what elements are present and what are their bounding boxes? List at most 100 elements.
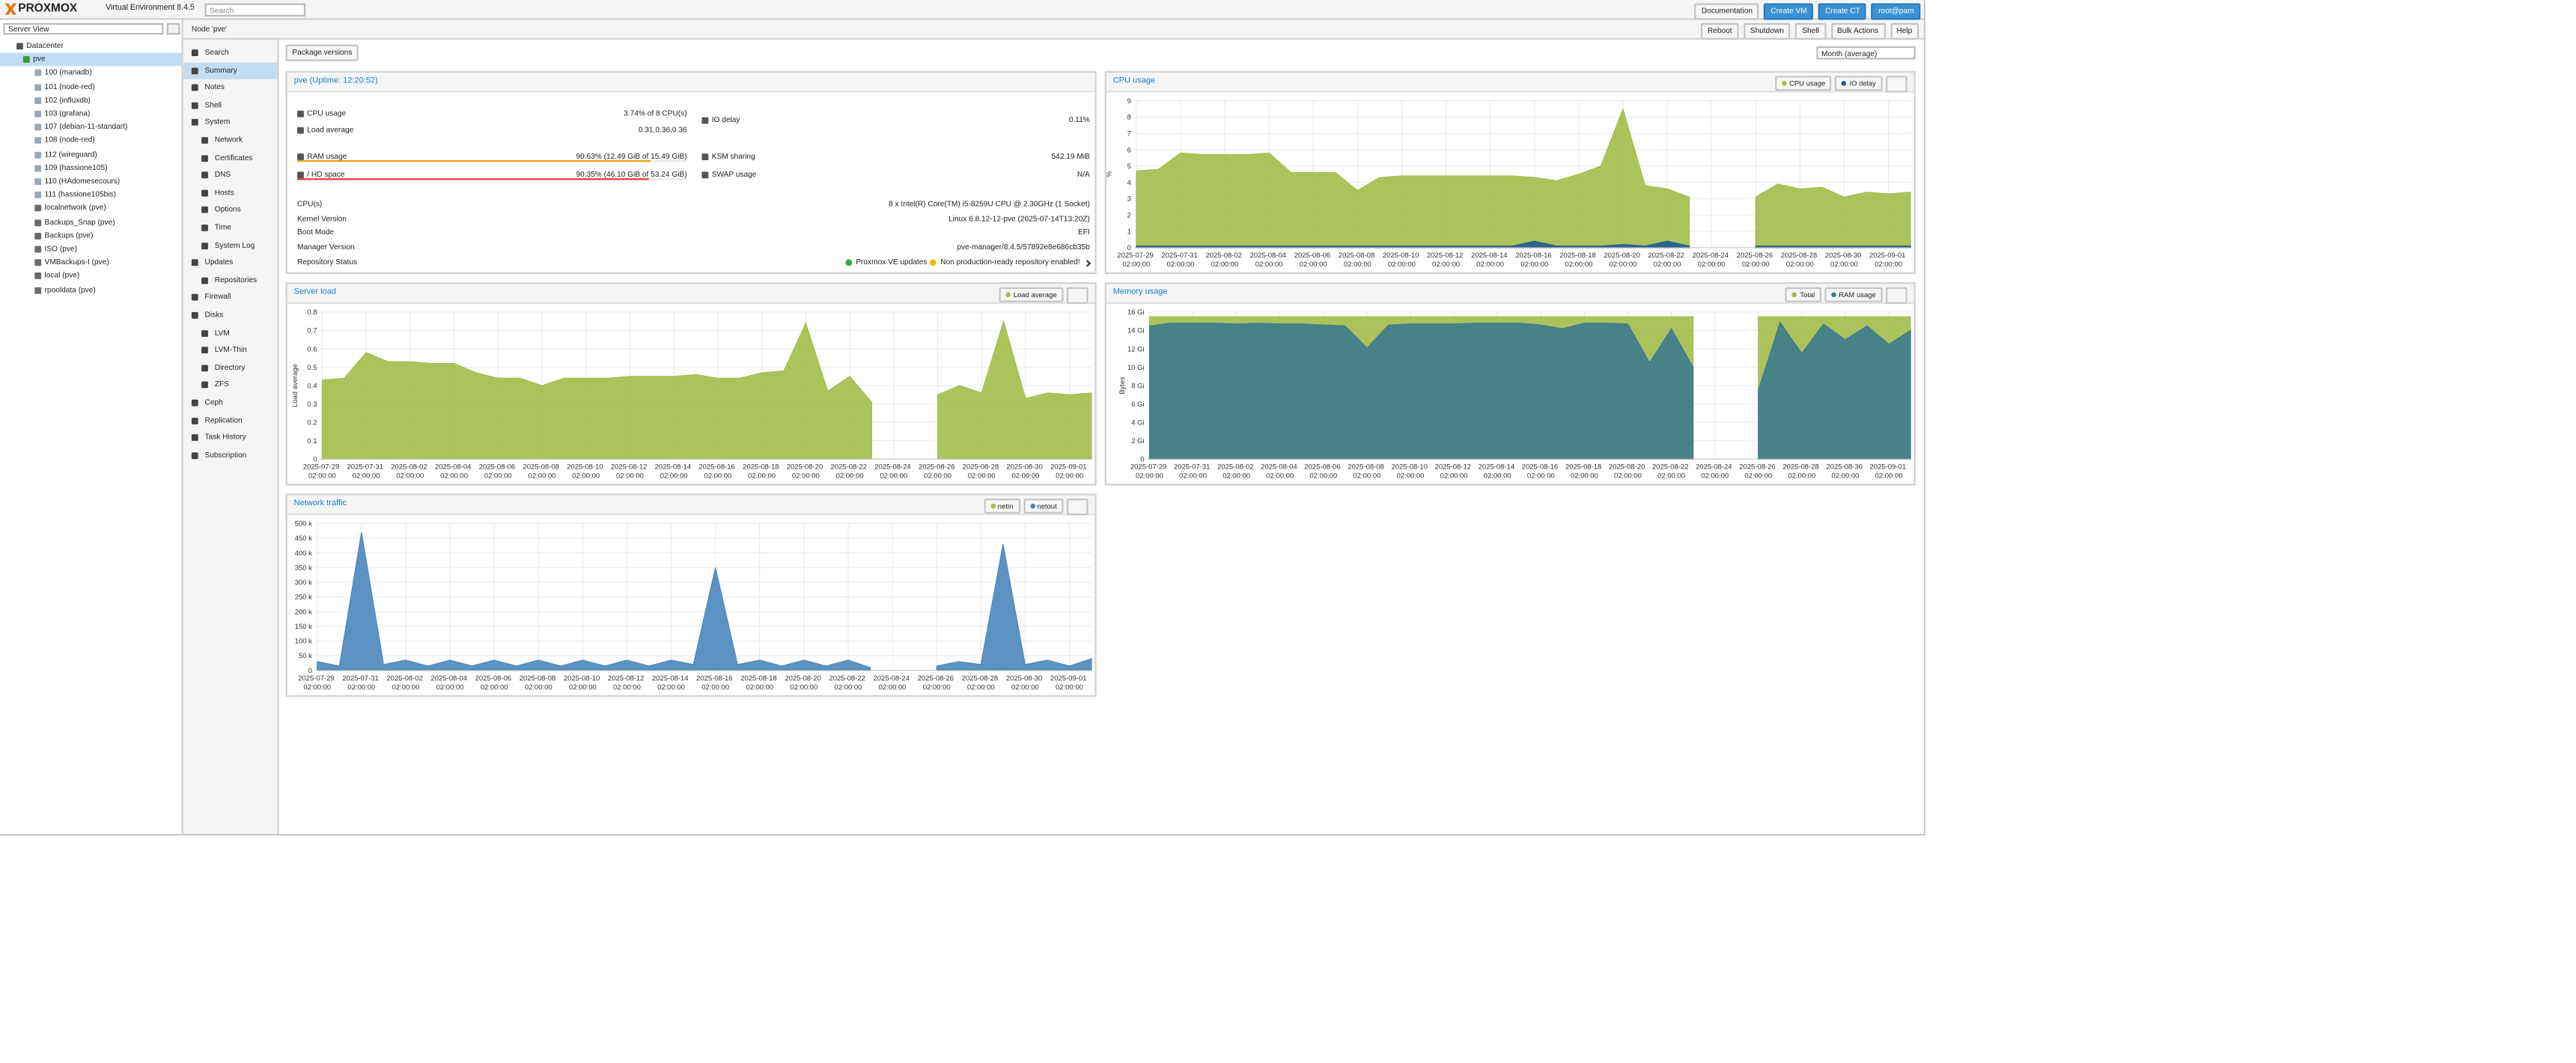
top-button[interactable]: Create CT	[1818, 3, 1867, 19]
legend-item[interactable]: netout	[1023, 499, 1064, 514]
tree-item[interactable]: 111 (hassione105bis)	[0, 189, 182, 202]
menu-item[interactable]: Summary	[183, 61, 278, 79]
menu-item[interactable]: Options	[183, 202, 278, 219]
x-tick-label: 2025-08-28 02:00:00	[1782, 463, 1821, 480]
reset-button[interactable]	[1886, 287, 1907, 303]
tree-item[interactable]: 107 (debian-11-standart)	[0, 121, 182, 134]
usage-track	[297, 178, 687, 181]
menu-item[interactable]: System	[183, 115, 278, 131]
menu-item[interactable]: Task History	[183, 430, 278, 446]
y-tick-label: 14 Gi	[1127, 327, 1145, 335]
tree-item[interactable]: 100 (mariadb)	[0, 67, 182, 80]
x-tick-date: 2025-08-26	[918, 674, 954, 683]
y-tick-label: 1	[1127, 228, 1131, 236]
icon	[34, 259, 42, 266]
menu-item[interactable]: Updates	[183, 255, 278, 271]
x-tick-label: 2025-09-01 02:00:00	[1869, 252, 1907, 269]
x-tick-date: 2025-08-16	[698, 463, 734, 471]
menu-item[interactable]: System Log	[183, 237, 278, 254]
y-tick-label: 150 k	[295, 623, 312, 631]
x-tick-date: 2025-08-06	[475, 674, 511, 683]
menu-item[interactable]: Hosts	[183, 185, 278, 201]
legend-item[interactable]: IO delay	[1835, 76, 1883, 91]
tree-item[interactable]: rpooldata (pve)	[0, 284, 182, 297]
menu-item[interactable]: ZFS	[183, 377, 278, 394]
x-tick-time: 02:00:00	[923, 683, 951, 692]
legend-item[interactable]: RAM usage	[1824, 287, 1883, 302]
top-button[interactable]: Create VM	[1764, 3, 1814, 19]
menu-item[interactable]: Time	[183, 219, 278, 236]
status-label: / HD space	[307, 170, 345, 179]
tree-item[interactable]: 101 (node-red)	[0, 80, 182, 94]
node-button[interactable]: Bulk Actions	[1830, 22, 1886, 39]
node-button[interactable]: Shutdown	[1744, 22, 1791, 39]
menu-item[interactable]: Subscription	[183, 447, 278, 463]
legend-item[interactable]: Total	[1785, 287, 1822, 302]
package-versions-button[interactable]: Package versions	[285, 44, 359, 61]
search-box[interactable]: Search	[204, 3, 306, 17]
node-toolbar: Node 'pve' Reboot Shutdown Shell Bulk Action…	[183, 19, 1924, 40]
x-tick-date: 2025-08-14	[1471, 252, 1507, 260]
x-tick-time: 02:00:00	[1167, 261, 1195, 269]
x-tick-date: 2025-08-24	[874, 463, 910, 471]
tree-item[interactable]: 102 (influxdb)	[0, 94, 182, 107]
x-tick-date: 2025-07-31	[1174, 463, 1210, 471]
menu-item[interactable]: Replication	[183, 412, 278, 429]
menu-item[interactable]: DNS	[183, 167, 278, 183]
menu-item[interactable]: LVM-Thin	[183, 342, 278, 359]
menu-item[interactable]: Certificates	[183, 150, 278, 166]
node-title: Node 'pve'	[191, 25, 228, 34]
tree-node[interactable]: pve	[0, 52, 182, 67]
x-tick-label: 2025-08-16 02:00:00	[696, 674, 734, 692]
menu-item[interactable]: Notes	[183, 79, 278, 96]
x-tick-date: 2025-08-04	[1250, 252, 1286, 260]
node-button[interactable]: Reboot	[1701, 22, 1739, 39]
x-tick-time: 02:00:00	[1353, 472, 1380, 481]
legend-item[interactable]: netin	[984, 499, 1020, 514]
legend-item[interactable]: CPU usage	[1775, 76, 1833, 91]
tree-item[interactable]: 108 (node-red)	[0, 135, 182, 148]
node-button[interactable]: Shell	[1795, 22, 1826, 39]
tree-item[interactable]: ISO (pve)	[0, 243, 182, 256]
tree-item[interactable]: Backups_Snap (pve)	[0, 216, 182, 229]
tree-item[interactable]: 109 (hassione105)	[0, 162, 182, 175]
icon	[34, 83, 42, 91]
x-tick-date: 2025-08-16	[1522, 463, 1558, 471]
y-tick-label: 0.1	[307, 437, 317, 445]
x-tick-time: 02:00:00	[1388, 261, 1416, 269]
x-tick-time: 02:00:00	[1657, 472, 1685, 481]
x-tick-date: 2025-08-28	[1782, 463, 1818, 471]
settings-button[interactable]	[166, 22, 180, 35]
top-button[interactable]: Documentation	[1695, 3, 1759, 19]
legend-item[interactable]: Load average	[999, 287, 1064, 302]
menu-item[interactable]: Shell	[183, 97, 278, 114]
tree-label: 103 (grafana)	[44, 109, 91, 118]
menu-item[interactable]: Directory	[183, 359, 278, 376]
tree-item[interactable]: localnetwork (pve)	[0, 202, 182, 216]
tree-item[interactable]: local (pve)	[0, 269, 182, 283]
reset-button[interactable]	[1066, 499, 1088, 515]
menu-item[interactable]: LVM	[183, 325, 278, 341]
tree-item[interactable]: 112 (wireguard)	[0, 148, 182, 162]
info-label: Boot Mode	[297, 228, 335, 237]
menu-item[interactable]: Disks	[183, 307, 278, 323]
view-select[interactable]: Server View	[3, 22, 164, 35]
tree-label: Datacenter	[26, 41, 64, 50]
timeframe-select[interactable]: Month (average)	[1816, 46, 1916, 60]
menu-item[interactable]: Ceph	[183, 395, 278, 411]
menu-item[interactable]: Firewall	[183, 290, 278, 306]
tree-item[interactable]: VMBackups-I (pve)	[0, 256, 182, 269]
icon	[201, 189, 208, 197]
reset-button[interactable]	[1066, 287, 1088, 303]
tree-item[interactable]: 103 (grafana)	[0, 107, 182, 121]
tree-datacenter[interactable]: Datacenter	[0, 40, 182, 53]
reset-button[interactable]	[1886, 76, 1907, 92]
panel-header: Memory usage Total RAM usage	[1106, 284, 1914, 304]
node-button[interactable]: Help	[1890, 22, 1919, 39]
menu-item[interactable]: Network	[183, 132, 278, 148]
menu-item[interactable]: Repositories	[183, 272, 278, 289]
user-menu[interactable]: root@pam	[1872, 3, 1921, 19]
menu-item[interactable]: Search	[183, 45, 278, 61]
tree-item[interactable]: Backups (pve)	[0, 229, 182, 243]
tree-item[interactable]: 110 (HAdomesecours)	[0, 175, 182, 189]
